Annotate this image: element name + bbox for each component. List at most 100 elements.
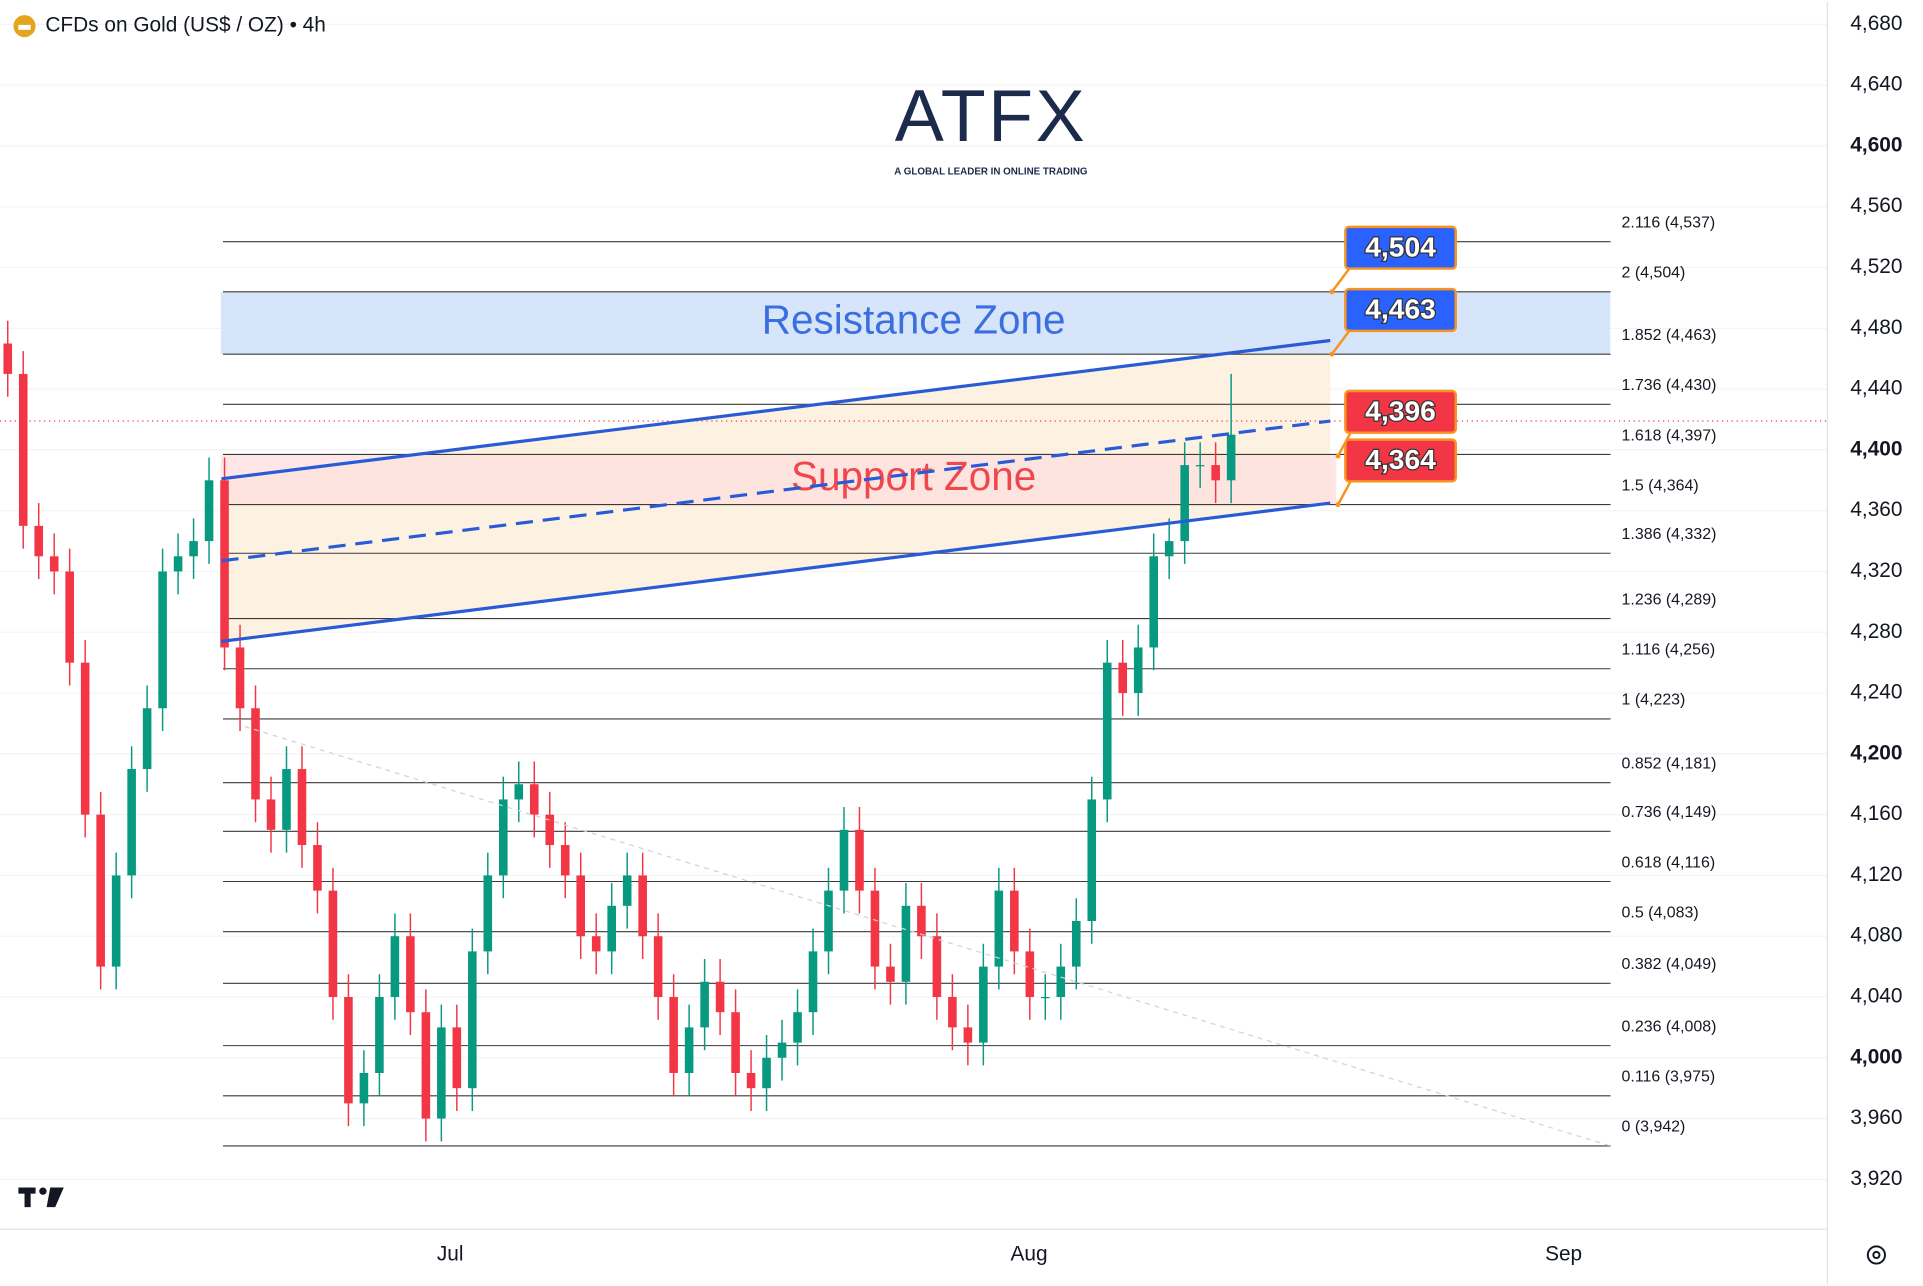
candle-body (1118, 662, 1128, 694)
candle-body (499, 799, 508, 876)
candle-body (1195, 465, 1205, 467)
callout-box (1344, 225, 1457, 270)
fib-label: 1.386 (4,332) (1622, 526, 1717, 543)
tradingview-logo (18, 1187, 64, 1208)
callout-anchor (1335, 453, 1341, 459)
fib-label: 1 (4,223) (1622, 692, 1686, 709)
candle-body (839, 829, 849, 891)
candle-body (204, 480, 214, 542)
candle-body (824, 890, 833, 952)
fib-label: 1.618 (4,397) (1622, 427, 1717, 444)
candle-body (1056, 966, 1066, 997)
fib-label: 2.116 (4,537) (1622, 215, 1716, 232)
fib-label: 0.382 (4,049) (1622, 956, 1717, 973)
y-tick-label: 4,600 (1850, 133, 1902, 156)
candle-body (1087, 799, 1097, 922)
callout-label: 4,463 (1365, 293, 1436, 325)
callout-box (1344, 287, 1457, 333)
y-tick-label: 3,960 (1850, 1106, 1902, 1129)
x-tick-label: Jul (437, 1242, 464, 1265)
y-tick-label: 4,440 (1850, 377, 1902, 400)
x-tick-label: Sep (1545, 1242, 1582, 1265)
fib-label: 0.116 (3,975) (1622, 1069, 1716, 1086)
candle-body (80, 662, 90, 815)
fib-label: 1.116 (4,256) (1622, 642, 1716, 659)
candle-body (1071, 921, 1081, 967)
candle-body (638, 875, 647, 937)
candle-body (886, 966, 895, 982)
candle-body (390, 936, 400, 997)
candle-body (344, 996, 353, 1104)
candle-body (607, 905, 616, 952)
callout-label: 4,364 (1365, 443, 1436, 475)
candle-body (932, 936, 942, 997)
candle-body (65, 571, 74, 663)
trend-line (244, 725, 1611, 1147)
candle-body (994, 890, 1004, 967)
callout-anchor (1329, 351, 1335, 357)
candle-body (1180, 465, 1189, 542)
fib-label: 0.736 (4,149) (1622, 804, 1717, 821)
fib-label: 0.852 (4,181) (1622, 756, 1717, 773)
candle-body (576, 875, 586, 937)
fib-label: 0.618 (4,116) (1622, 854, 1716, 871)
callout-label: 4,396 (1365, 395, 1436, 427)
candle-body (173, 556, 183, 572)
candle-body (700, 981, 709, 1028)
y-tick-label: 3,920 (1850, 1167, 1902, 1190)
y-tick-label: 4,480 (1850, 316, 1902, 339)
candle-body (437, 1027, 446, 1119)
candle-body (979, 966, 988, 1043)
candle-body (189, 541, 198, 557)
candle-body (622, 875, 632, 906)
y-tick-label: 4,080 (1850, 924, 1902, 947)
candle-body (127, 769, 136, 876)
candle-body (359, 1072, 369, 1104)
candle-body (49, 556, 59, 572)
fib-label: 2 (4,504) (1622, 265, 1686, 282)
y-tick-label: 4,680 (1850, 12, 1902, 35)
chart-title: CFDs on Gold (US$ / OZ) • 4h (45, 14, 325, 37)
candle-body (483, 875, 493, 952)
candle-body (514, 784, 524, 800)
candle-body (158, 571, 167, 709)
y-tick-label: 4,040 (1850, 984, 1902, 1007)
candle-body (251, 708, 260, 800)
candle-body (111, 875, 121, 967)
candle-body (870, 890, 880, 967)
candle-body (1041, 996, 1050, 999)
candle-body (142, 708, 152, 770)
y-tick-label: 4,240 (1850, 681, 1902, 704)
y-tick-label: 4,160 (1850, 802, 1902, 825)
candle-body (18, 373, 28, 526)
y-tick-label: 4,280 (1850, 620, 1902, 643)
candle-body (545, 814, 555, 846)
candle-body (808, 951, 818, 1013)
y-tick-label: 4,200 (1850, 741, 1902, 764)
fib-label: 1.852 (4,463) (1622, 327, 1717, 344)
y-tick-label: 4,320 (1850, 559, 1902, 582)
candle-body (1010, 890, 1019, 952)
candle-body (3, 343, 13, 374)
candle-body (1102, 662, 1112, 800)
candle-body (591, 936, 601, 952)
trend-line (221, 419, 1331, 563)
candle-body (220, 480, 229, 648)
settings-icon[interactable] (1866, 1245, 1886, 1265)
candle-body (468, 951, 477, 1089)
fib-label: 1.5 (4,364) (1622, 477, 1699, 494)
candle-body (855, 829, 864, 891)
y-tick-label: 4,560 (1850, 194, 1902, 217)
symbol-icon (18, 24, 31, 30)
candle-body (328, 890, 338, 997)
candle-body (1226, 434, 1236, 481)
callout-anchor (1335, 502, 1341, 508)
candle-body (1211, 465, 1220, 481)
candle-body (917, 905, 926, 937)
y-tick-label: 4,640 (1850, 73, 1902, 96)
logo-tagline: A GLOBAL LEADER IN ONLINE TRADING (894, 167, 1088, 178)
candle-body (1149, 556, 1158, 648)
candle-body (1025, 951, 1035, 997)
